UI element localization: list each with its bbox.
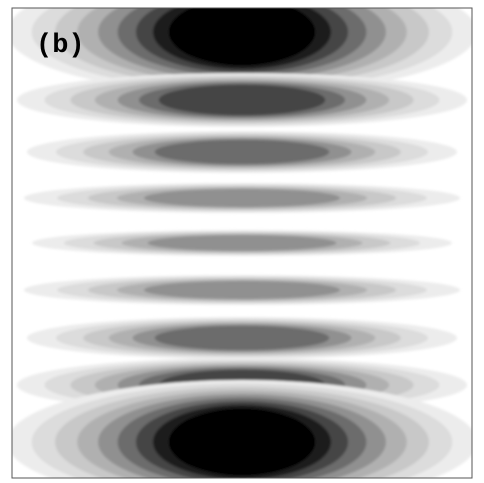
contour-level bbox=[168, 8, 316, 66]
contour-level bbox=[168, 408, 316, 476]
contour-level bbox=[143, 280, 341, 300]
panel-label: (b) bbox=[36, 31, 85, 61]
contour-level bbox=[147, 235, 337, 251]
contour-level bbox=[154, 139, 330, 165]
contour-level bbox=[154, 325, 330, 351]
plot-frame bbox=[11, 7, 473, 479]
contour-level bbox=[158, 84, 326, 116]
intensity-pattern bbox=[12, 8, 472, 478]
contour-level bbox=[143, 188, 341, 208]
